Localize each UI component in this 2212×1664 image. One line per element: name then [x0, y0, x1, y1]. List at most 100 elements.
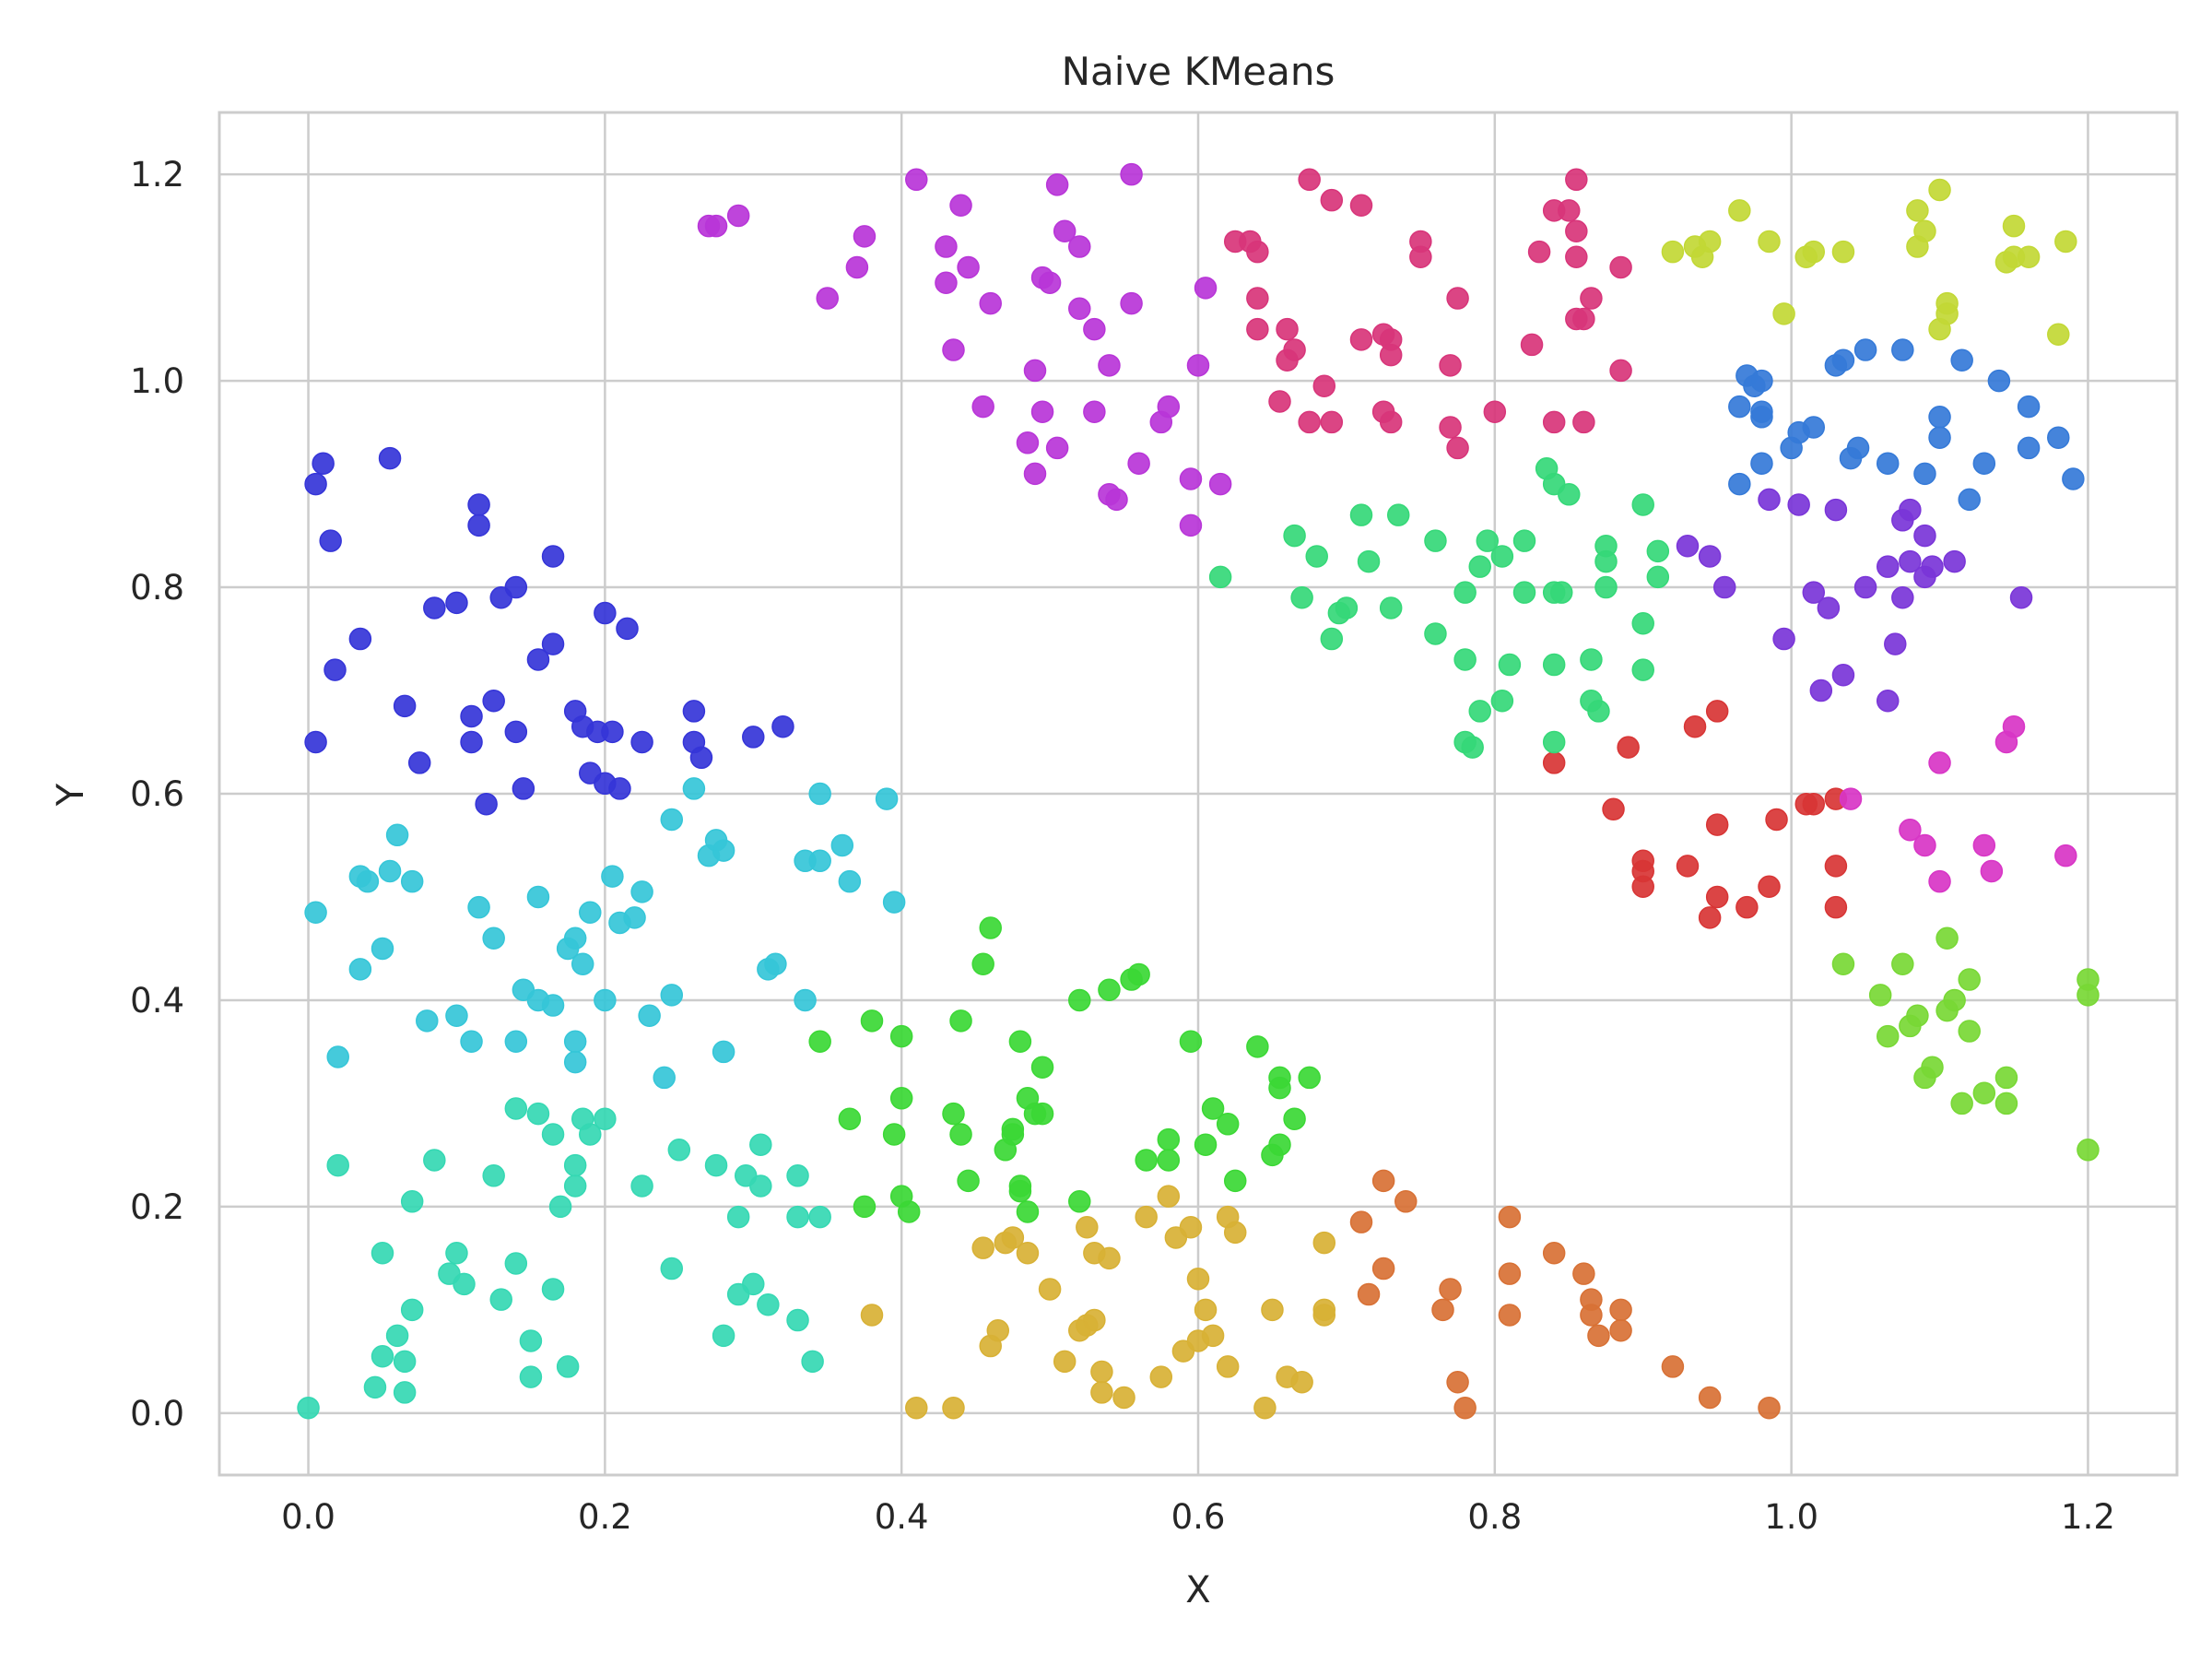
scatter-point — [601, 720, 624, 744]
scatter-point — [1609, 1298, 1632, 1322]
scatter-point — [660, 808, 684, 832]
scatter-point — [1453, 1396, 1477, 1420]
scatter-point — [1053, 1350, 1077, 1374]
scatter-point — [749, 1174, 772, 1198]
scatter-point — [1349, 194, 1373, 218]
scatter-point — [519, 1365, 543, 1388]
scatter-point — [1246, 1035, 1269, 1058]
scatter-point — [1083, 317, 1106, 341]
cluster-series — [297, 1097, 831, 1420]
scatter-point — [1246, 240, 1269, 264]
scatter-point — [1053, 219, 1077, 243]
scatter-point — [1216, 1355, 1240, 1378]
scatter-point — [979, 291, 1002, 315]
y-tick-labels: 0.0 0.2 0.4 0.6 0.8 1.0 1.2 — [130, 155, 184, 1434]
scatter-point — [1357, 549, 1381, 573]
scatter-point — [594, 601, 617, 625]
scatter-point — [1831, 952, 1855, 975]
scatter-point — [563, 926, 587, 950]
scatter-point — [416, 1009, 439, 1033]
scatter-point — [541, 1278, 565, 1301]
scatter-point — [1899, 818, 1922, 842]
scatter-point — [1572, 1262, 1595, 1285]
scatter-point — [682, 700, 706, 723]
scatter-point — [808, 1030, 831, 1053]
scatter-point — [1483, 400, 1507, 423]
scatter-point — [749, 1133, 772, 1156]
scatter-point — [2077, 984, 2100, 1007]
x-tick-labels: 0.0 0.2 0.4 0.6 0.8 1.0 1.2 — [281, 1497, 2115, 1537]
scatter-point — [794, 988, 817, 1012]
scatter-point — [1936, 302, 1959, 325]
scatter-point — [1127, 962, 1150, 986]
scatter-point — [1194, 1298, 1218, 1322]
scatter-point — [1157, 395, 1181, 419]
scatter-point — [1194, 1133, 1218, 1156]
scatter-point — [1498, 1262, 1522, 1285]
scatter-point — [512, 777, 535, 800]
scatter-point — [638, 1004, 661, 1027]
scatter-point — [667, 1139, 691, 1162]
scatter-point — [1572, 410, 1595, 434]
scatter-point — [1083, 1308, 1106, 1332]
scatter-point — [1921, 555, 1944, 578]
scatter-point — [1246, 287, 1269, 310]
scatter-point — [1453, 581, 1477, 604]
scatter-point — [1312, 1304, 1336, 1327]
scatter-point — [1179, 467, 1203, 490]
scatter-point — [875, 787, 899, 810]
scatter-point — [2047, 323, 2070, 346]
scatter-point — [1223, 1169, 1247, 1193]
scatter-point — [1698, 1386, 1722, 1410]
scatter-point — [348, 958, 372, 981]
scatter-point — [393, 1381, 417, 1404]
x-tick-label: 0.0 — [281, 1497, 335, 1537]
scatter-point — [526, 648, 550, 671]
scatter-point — [1008, 1179, 1032, 1203]
scatter-point — [1312, 374, 1336, 397]
scatter-point — [363, 1375, 387, 1399]
scatter-point — [1098, 354, 1121, 377]
scatter-point — [1958, 488, 1981, 512]
scatter-point — [608, 777, 631, 800]
scatter-point — [385, 823, 409, 847]
scatter-point — [949, 1009, 972, 1033]
scatter-point — [1431, 1298, 1454, 1322]
scatter-point — [1179, 1216, 1203, 1239]
scatter-point — [1765, 808, 1788, 832]
scatter-point — [786, 1308, 809, 1332]
scatter-point — [935, 235, 958, 258]
y-tick-label: 0.4 — [130, 981, 184, 1021]
scatter-point — [1994, 1092, 2018, 1115]
plot-frame — [218, 111, 2179, 1477]
scatter-point — [2002, 714, 2026, 738]
scatter-point — [653, 1066, 676, 1090]
scatter-point — [1446, 287, 1469, 310]
scatter-point — [1565, 245, 1588, 269]
scatter-point — [1439, 416, 1462, 439]
scatter-point — [1542, 1242, 1566, 1265]
scatter-point — [1023, 1102, 1047, 1126]
scatter-point — [526, 1102, 550, 1126]
scatter-point — [1179, 1030, 1203, 1053]
scatter-point — [407, 751, 431, 774]
scatter-point — [1045, 436, 1069, 460]
scatter-point — [445, 1004, 468, 1027]
scatter-point — [838, 869, 862, 893]
scatter-point — [942, 1102, 965, 1126]
scatter-point — [757, 1293, 780, 1316]
scatter-point — [808, 849, 831, 873]
scatter-point — [1617, 736, 1640, 759]
scatter-point — [1572, 307, 1595, 331]
scatter-point — [1906, 199, 1929, 222]
scatter-point — [1728, 199, 1751, 222]
scatter-point — [1476, 529, 1500, 552]
scatter-point — [1705, 885, 1729, 909]
scatter-point — [1135, 1205, 1158, 1229]
scatter-point — [979, 916, 1002, 939]
data-points — [297, 162, 2100, 1420]
scatter-point — [1705, 700, 1729, 723]
scatter-point — [1527, 240, 1551, 264]
cluster-series — [1676, 488, 2033, 713]
scatter-point — [845, 255, 869, 279]
